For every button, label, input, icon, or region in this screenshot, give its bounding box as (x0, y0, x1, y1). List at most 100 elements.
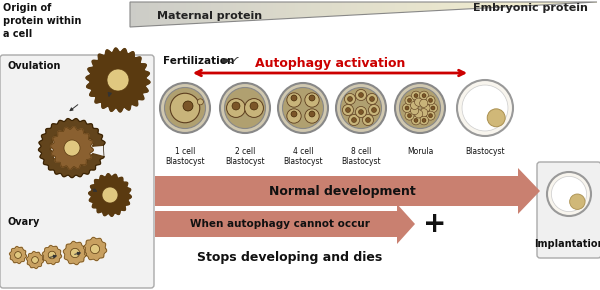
Polygon shape (584, 2, 587, 3)
Polygon shape (254, 2, 257, 20)
Polygon shape (500, 2, 503, 7)
Circle shape (359, 110, 364, 115)
Polygon shape (547, 2, 550, 5)
Polygon shape (230, 2, 233, 22)
Polygon shape (516, 2, 519, 6)
Circle shape (48, 251, 56, 259)
Circle shape (336, 83, 386, 133)
Polygon shape (130, 2, 133, 27)
Circle shape (405, 111, 414, 120)
Circle shape (419, 116, 428, 125)
Polygon shape (155, 168, 540, 214)
Polygon shape (591, 2, 594, 3)
Polygon shape (354, 2, 357, 15)
Polygon shape (329, 2, 332, 16)
Polygon shape (491, 2, 494, 8)
Polygon shape (89, 174, 131, 216)
Polygon shape (544, 2, 547, 5)
Polygon shape (392, 2, 395, 13)
Polygon shape (485, 2, 488, 8)
Polygon shape (442, 2, 445, 10)
Polygon shape (164, 2, 167, 25)
Polygon shape (553, 2, 557, 4)
Polygon shape (323, 2, 326, 17)
Polygon shape (220, 2, 223, 22)
Polygon shape (264, 2, 267, 20)
Circle shape (412, 116, 421, 125)
Polygon shape (345, 2, 348, 15)
Polygon shape (139, 2, 142, 26)
Polygon shape (50, 127, 93, 169)
Circle shape (343, 104, 353, 115)
Polygon shape (522, 2, 526, 6)
Polygon shape (479, 2, 482, 8)
Circle shape (407, 98, 412, 102)
Circle shape (428, 114, 433, 118)
Circle shape (291, 95, 297, 101)
Polygon shape (448, 2, 451, 10)
Polygon shape (482, 2, 485, 8)
Circle shape (183, 101, 193, 111)
Polygon shape (454, 2, 457, 10)
Polygon shape (367, 2, 370, 14)
Polygon shape (419, 2, 422, 12)
Circle shape (291, 111, 297, 117)
Circle shape (107, 69, 129, 91)
Circle shape (371, 108, 377, 113)
Polygon shape (432, 2, 435, 11)
Polygon shape (364, 2, 367, 14)
Polygon shape (395, 2, 398, 13)
Polygon shape (513, 2, 516, 6)
Polygon shape (267, 2, 270, 20)
Polygon shape (335, 2, 338, 16)
Text: Ovulation: Ovulation (8, 61, 61, 71)
Polygon shape (529, 2, 532, 6)
Polygon shape (476, 2, 479, 8)
Circle shape (287, 93, 301, 107)
Polygon shape (83, 237, 107, 261)
Polygon shape (149, 2, 152, 26)
Polygon shape (332, 2, 335, 16)
Text: Maternal protein: Maternal protein (157, 11, 263, 21)
Circle shape (395, 83, 445, 133)
Polygon shape (497, 2, 500, 7)
Polygon shape (503, 2, 507, 7)
Polygon shape (398, 2, 401, 13)
Polygon shape (541, 2, 544, 5)
Circle shape (14, 252, 22, 258)
Polygon shape (385, 2, 388, 13)
Circle shape (352, 117, 356, 122)
Polygon shape (510, 2, 513, 7)
Polygon shape (466, 2, 469, 9)
Text: Ovary: Ovary (8, 217, 40, 227)
Polygon shape (43, 245, 62, 264)
Circle shape (355, 106, 367, 117)
Polygon shape (488, 2, 491, 8)
Polygon shape (416, 2, 419, 12)
Polygon shape (463, 2, 466, 9)
Polygon shape (317, 2, 320, 17)
Polygon shape (233, 2, 236, 21)
Circle shape (422, 104, 430, 112)
Polygon shape (404, 2, 407, 12)
Circle shape (359, 93, 364, 97)
Text: When autophagy cannot occur: When autophagy cannot occur (190, 219, 370, 229)
Circle shape (569, 194, 585, 209)
Circle shape (414, 118, 418, 122)
Polygon shape (289, 2, 292, 19)
Text: Blastocyst: Blastocyst (465, 147, 505, 156)
Circle shape (91, 244, 100, 254)
Polygon shape (208, 2, 211, 23)
Polygon shape (569, 2, 572, 3)
Circle shape (365, 117, 371, 122)
Circle shape (245, 99, 263, 117)
Polygon shape (239, 2, 242, 21)
Circle shape (370, 97, 374, 102)
Polygon shape (280, 2, 283, 19)
Circle shape (400, 88, 440, 128)
Text: Embryonic protein: Embryonic protein (473, 3, 587, 13)
Polygon shape (261, 2, 264, 20)
Polygon shape (152, 2, 155, 26)
Polygon shape (460, 2, 463, 9)
Polygon shape (581, 2, 584, 3)
